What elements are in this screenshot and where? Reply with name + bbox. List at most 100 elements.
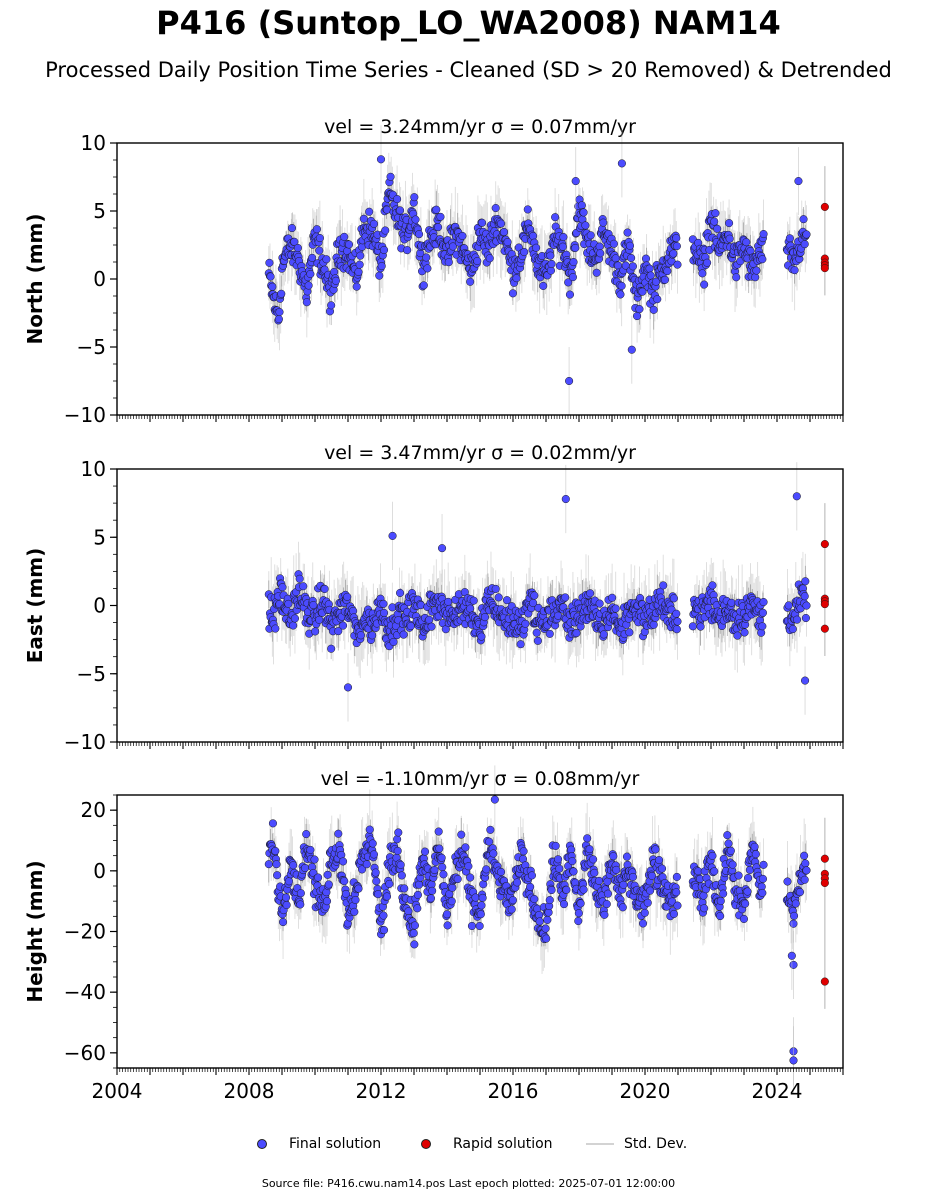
final-solution-point (609, 239, 618, 248)
final-solution-point (351, 895, 360, 905)
final-solution-point (732, 273, 741, 282)
final-solution-point (372, 877, 381, 886)
final-solution-point (415, 230, 424, 239)
final-solution-point (579, 208, 588, 217)
final-solution-point (447, 897, 456, 906)
final-solution-point (277, 289, 286, 298)
final-solution-point (497, 219, 506, 228)
final-solution-point (526, 882, 535, 891)
final-solution-point (585, 845, 594, 854)
final-solution-point (672, 242, 681, 251)
final-solution-point (653, 295, 662, 304)
final-solution-point (379, 911, 388, 920)
final-solution-point (617, 159, 626, 168)
final-solution-point (554, 855, 563, 864)
final-solution-point (562, 885, 571, 894)
final-solution-point (312, 225, 321, 234)
final-solution-point (625, 241, 635, 250)
final-solution-point (315, 234, 324, 243)
final-solution-point (672, 234, 681, 243)
final-solution-point (541, 924, 550, 933)
final-solution-point (310, 855, 319, 864)
final-solution-point (696, 622, 705, 631)
final-solution-point (436, 212, 445, 221)
y-axis-label: East (mm) (23, 548, 47, 664)
final-solution-point (542, 934, 551, 943)
final-solution-point (545, 629, 554, 638)
final-solution-point (382, 892, 392, 901)
final-solution-point (623, 228, 632, 237)
final-solution-point (713, 224, 722, 233)
final-solution-point (672, 609, 681, 618)
final-solution-point (296, 889, 305, 898)
final-solution-point (365, 207, 374, 216)
final-solution-point (369, 219, 378, 228)
final-solution-point (785, 234, 794, 243)
final-solution-point (394, 828, 403, 837)
final-solution-point (569, 258, 578, 267)
final-solution-point (477, 218, 487, 227)
final-solution-point (561, 494, 570, 504)
final-solution-point (497, 867, 506, 877)
final-solution-point (448, 883, 457, 892)
final-solution-point (290, 614, 299, 623)
final-solution-point (589, 855, 598, 864)
final-solution-point (628, 262, 637, 271)
final-solution-point (396, 206, 405, 215)
final-solution-point (491, 584, 500, 593)
y-tick-label: −10 (64, 403, 106, 427)
final-solution-point (625, 628, 634, 637)
final-solution-point (568, 857, 577, 866)
final-solution-point (530, 894, 539, 904)
final-solution-point (758, 608, 767, 617)
final-solution-point (279, 917, 288, 927)
final-solution-point (627, 253, 636, 263)
final-solution-point (703, 258, 712, 267)
final-solution-point (466, 277, 475, 286)
final-solution-point (284, 599, 293, 608)
rapid-solution-point (820, 264, 829, 273)
final-solution-point (516, 640, 525, 649)
final-solution-point (649, 305, 658, 314)
final-solution-point (374, 890, 383, 899)
final-solution-point (410, 193, 419, 202)
final-solution-point (272, 860, 281, 869)
final-solution-point (365, 825, 374, 834)
final-solution-point (324, 880, 333, 889)
final-solution-point (581, 221, 590, 230)
final-solution-point (457, 830, 466, 839)
final-solution-point (453, 874, 462, 884)
final-solution-point (547, 259, 556, 268)
final-solution-point (759, 229, 768, 239)
final-solution-point (596, 249, 605, 258)
final-solution-point (411, 215, 420, 224)
final-solution-point (635, 305, 644, 314)
rapid-solution-point (820, 624, 829, 633)
final-solution-point (545, 896, 554, 905)
final-solution-point (296, 900, 305, 909)
final-solution-point (546, 251, 555, 260)
final-solution-point (315, 246, 324, 255)
final-solution-point (371, 868, 380, 877)
final-solution-point (389, 637, 398, 646)
final-solution-point (733, 631, 742, 640)
final-solution-point (599, 218, 608, 227)
final-solution-point (438, 863, 447, 872)
final-solution-point (340, 877, 349, 886)
rapid-solution-point (820, 600, 829, 609)
final-solution-point (423, 264, 432, 273)
final-solution-point (466, 604, 475, 613)
y-tick-label: −5 (77, 335, 106, 359)
final-solution-point (473, 256, 482, 266)
final-solution-point (502, 596, 512, 605)
final-solution-point (340, 232, 349, 241)
final-solution-point (275, 307, 284, 317)
figure-title: P416 (Suntop_LO_WA2008) NAM14 (156, 4, 781, 42)
final-solution-point (434, 827, 443, 836)
y-tick-label: 0 (93, 594, 106, 618)
final-solution-point (659, 581, 668, 590)
final-solution-point (458, 231, 467, 241)
final-solution-point (439, 870, 448, 879)
final-solution-point (520, 247, 529, 257)
final-solution-point (577, 201, 586, 210)
